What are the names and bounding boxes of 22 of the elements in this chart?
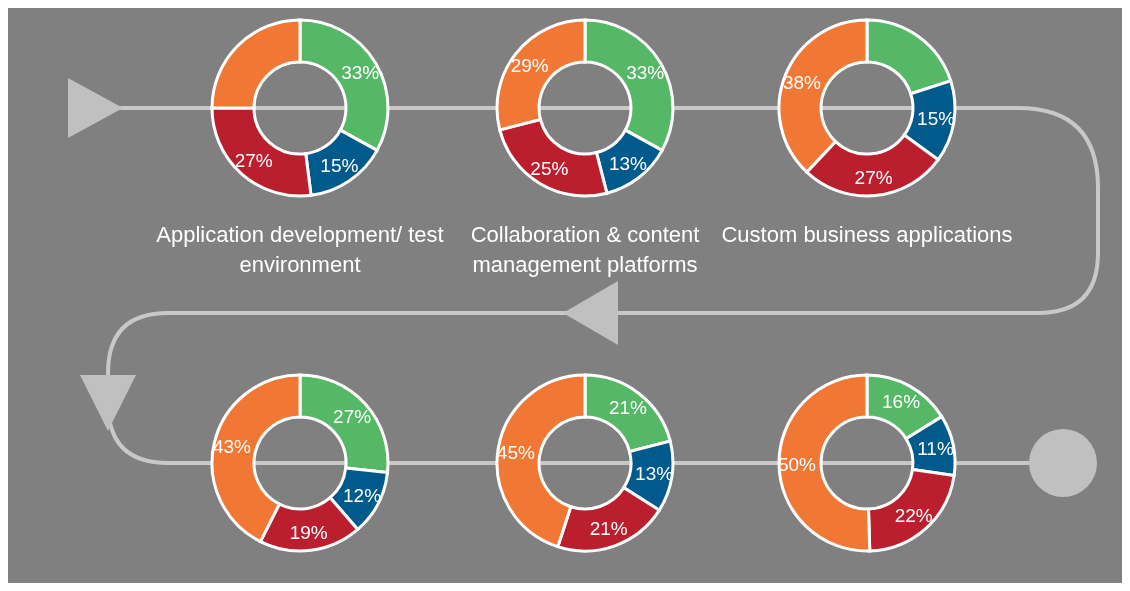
data-label: 25% (530, 157, 569, 179)
data-label: 22% (894, 504, 933, 526)
data-label: 29% (510, 54, 549, 76)
data-label: 50% (777, 453, 817, 475)
data-label: 27% (234, 150, 273, 172)
data-label: 27% (333, 405, 372, 427)
text: Collaboration & content management platforms (470, 222, 700, 277)
text: Application development/ test environment (155, 221, 445, 279)
data-label: 16% (882, 391, 921, 413)
data-label: 33% (626, 61, 665, 83)
data-label: 21% (589, 518, 628, 540)
data-label: 43% (212, 436, 252, 458)
data-label: 21% (608, 397, 648, 419)
data-label: 38% (782, 71, 822, 93)
data-label: 19% (289, 521, 328, 543)
data-label: 11% (917, 438, 954, 460)
data-label: 33% (341, 61, 380, 83)
data-label: 15% (320, 155, 359, 177)
data-label: 27% (854, 167, 893, 189)
data-label: 12% (343, 484, 382, 506)
data-label: 13% (608, 152, 648, 174)
text: Custom business applications (720, 221, 1014, 249)
